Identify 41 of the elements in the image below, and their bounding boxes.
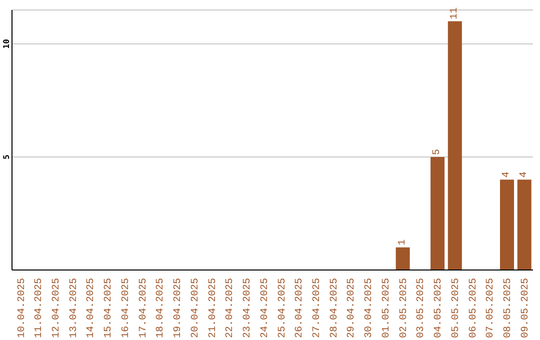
x-tick-label: 18.04.2025 bbox=[156, 278, 167, 338]
x-tick-label: 07.05.2025 bbox=[486, 278, 497, 338]
x-tick-label: 23.04.2025 bbox=[242, 278, 254, 338]
x-tick-label: 01.05.2025 bbox=[381, 278, 392, 338]
x-tick-label: 04.05.2025 bbox=[434, 278, 445, 338]
x-tick-label: 21.04.2025 bbox=[208, 278, 219, 338]
x-tick-label: 09.05.2025 bbox=[520, 278, 532, 338]
x-tick-label: 17.04.2025 bbox=[138, 278, 150, 338]
x-tick-label: 11.04.2025 bbox=[34, 278, 46, 338]
x-tick-label: 12.04.2025 bbox=[52, 278, 63, 338]
data-label: 1 bbox=[397, 239, 408, 246]
x-tick-label: 16.04.2025 bbox=[120, 278, 132, 338]
x-tick-label: 26.04.2025 bbox=[294, 278, 306, 338]
bar bbox=[396, 247, 410, 270]
x-tick-label: 06.05.2025 bbox=[468, 278, 480, 338]
x-tick-label: 24.04.2025 bbox=[260, 278, 271, 338]
x-tick-label: 22.04.2025 bbox=[225, 278, 236, 338]
data-label: 5 bbox=[432, 148, 444, 155]
x-tick-label: 14.04.2025 bbox=[86, 278, 98, 338]
bar bbox=[517, 180, 532, 270]
y-tick-label: 10 bbox=[2, 38, 11, 49]
x-tick-label: 20.04.2025 bbox=[190, 278, 202, 338]
x-tick-label: 19.04.2025 bbox=[173, 278, 184, 338]
bar bbox=[430, 156, 445, 270]
x-tick-label: 29.04.2025 bbox=[346, 278, 358, 338]
data-label: 4 bbox=[502, 172, 513, 178]
x-tick-label: 08.05.2025 bbox=[503, 278, 514, 338]
x-tick-label: 10.04.2025 bbox=[16, 278, 28, 338]
x-tick-label: 13.04.2025 bbox=[68, 278, 80, 338]
x-tick-label: 27.04.2025 bbox=[312, 278, 324, 338]
bar bbox=[500, 180, 514, 270]
x-tick-label: 15.04.2025 bbox=[104, 278, 115, 338]
data-label: 4 bbox=[518, 172, 530, 178]
x-tick-label: 25.04.2025 bbox=[277, 278, 288, 338]
data-label: 11 bbox=[449, 7, 460, 20]
bar bbox=[448, 21, 462, 270]
x-tick-label: 03.05.2025 bbox=[416, 278, 428, 338]
x-tick-label: 02.05.2025 bbox=[398, 278, 410, 338]
x-tick-label: 28.04.2025 bbox=[329, 278, 340, 338]
x-tick-label: 30.04.2025 bbox=[364, 278, 376, 338]
x-tick-label: 05.05.2025 bbox=[450, 278, 462, 338]
